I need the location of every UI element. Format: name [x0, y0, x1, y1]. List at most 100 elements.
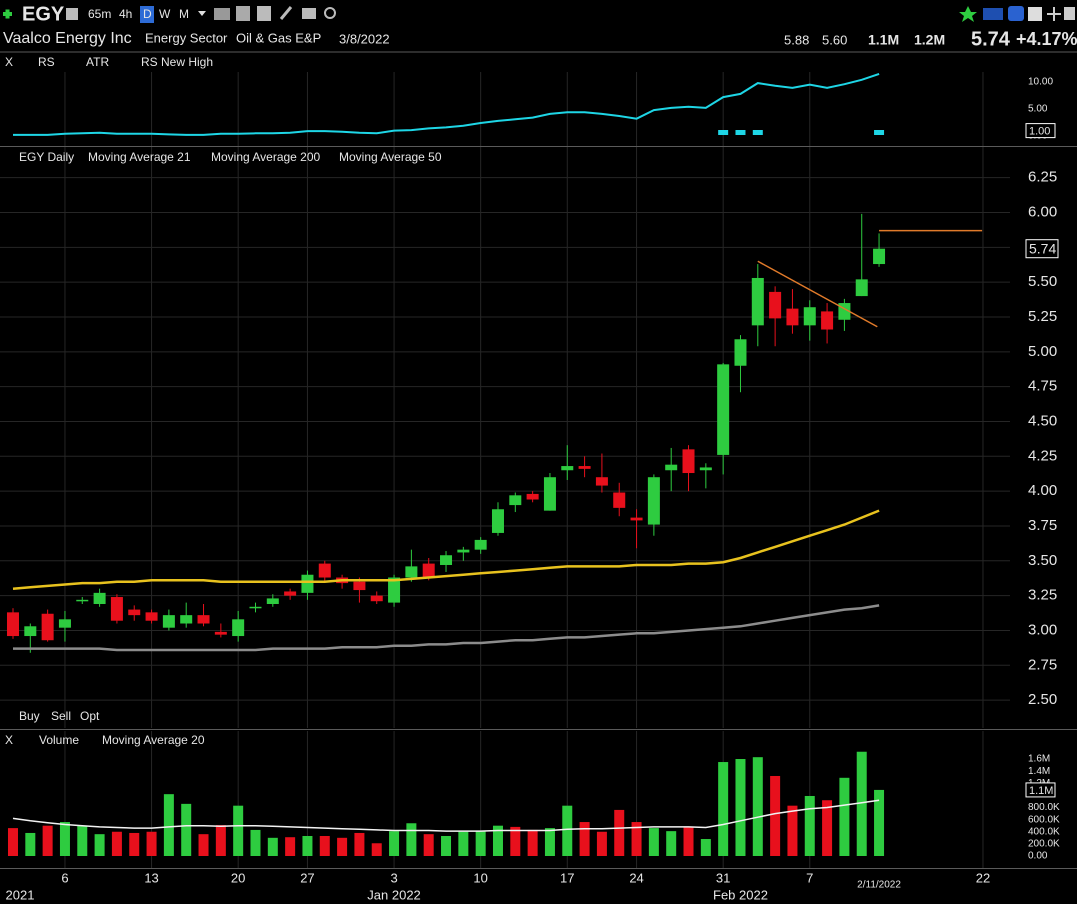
candle-body	[197, 615, 210, 624]
toolbar: EGY 65m 4h D W M	[3, 3, 1075, 25]
y-tick-label: 4.00	[1028, 482, 1057, 499]
icon[interactable]	[1028, 7, 1042, 21]
new-high-marker	[752, 130, 763, 135]
interval[interactable]: D	[143, 7, 152, 21]
x-tick-label: 13	[144, 870, 158, 885]
volume-bar	[7, 828, 18, 856]
candle-body	[162, 615, 175, 628]
volume-bar	[596, 831, 607, 856]
volume-bar	[163, 794, 174, 856]
candle-body	[769, 291, 782, 319]
interval[interactable]: W	[159, 7, 171, 21]
interval[interactable]: M	[179, 7, 189, 21]
x-month-label: Jan 2022	[367, 887, 421, 902]
add-icon[interactable]	[3, 9, 12, 19]
y-tick-label: 3.75	[1028, 517, 1057, 534]
volume-bar	[337, 837, 348, 856]
symbol[interactable]: EGY	[22, 3, 65, 25]
volume-bar	[129, 832, 140, 856]
y-tick-label: 400.0K	[1028, 826, 1060, 837]
x-tick-label: 20	[231, 870, 245, 885]
legend-item: Volume	[39, 733, 79, 747]
cursor-date: 2/11/2022	[857, 880, 901, 891]
last-value-label: 1.00	[1029, 126, 1050, 138]
volume-bar	[25, 832, 36, 856]
candle-body	[93, 592, 106, 604]
icon[interactable]	[236, 6, 250, 21]
new-high-marker	[874, 130, 885, 135]
x-tick-label: 22	[976, 870, 990, 885]
icon[interactable]	[66, 8, 78, 20]
volume-bar	[562, 805, 573, 856]
candle-body	[613, 492, 626, 508]
candle-body	[422, 563, 435, 578]
volume-bar	[683, 826, 694, 856]
x-month-label: Feb 2022	[713, 887, 768, 902]
close-button[interactable]: X	[5, 733, 13, 747]
candle-body	[682, 449, 695, 474]
last-value-label: 1.1M	[1029, 785, 1053, 797]
y-tick-label: 200.0K	[1028, 839, 1060, 850]
y-tick-label: 1.4M	[1028, 766, 1050, 777]
candle-body	[457, 549, 470, 553]
opt-button[interactable]: Opt	[80, 709, 100, 723]
x-tick-label: 3	[390, 870, 397, 885]
legend-item: EGY Daily	[19, 150, 74, 164]
volume-bar	[718, 762, 729, 856]
close-button[interactable]: X	[5, 55, 13, 69]
candle-body	[110, 597, 123, 621]
icon[interactable]	[279, 6, 293, 20]
new-high-marker	[735, 130, 746, 135]
x-month-label: 2021	[6, 887, 35, 902]
icon[interactable]	[1008, 6, 1024, 21]
candle-body	[821, 311, 834, 330]
y-tick-label: 1.6M	[1028, 754, 1050, 765]
y-tick-label: 6.25	[1028, 169, 1057, 186]
interval[interactable]: 4h	[119, 7, 132, 21]
candle-body	[647, 477, 660, 525]
y-tick-label: 0.00	[1028, 851, 1048, 862]
sell-button[interactable]: Sell	[51, 709, 71, 723]
volume-bar	[822, 800, 833, 856]
icon[interactable]	[983, 8, 1003, 20]
interval[interactable]: 65m	[88, 7, 111, 21]
sector: Energy Sector	[145, 30, 228, 45]
volume-bar	[267, 837, 278, 856]
candle-body	[266, 598, 279, 604]
icon[interactable]	[1047, 7, 1061, 21]
y-tick-label: 2.50	[1028, 691, 1057, 708]
buy-button[interactable]: Buy	[19, 709, 40, 723]
icon[interactable]	[214, 8, 230, 20]
candle-body	[491, 509, 504, 533]
line	[13, 604, 880, 652]
volume-bar	[215, 825, 226, 856]
candle-body	[76, 599, 89, 602]
volume-bar	[319, 835, 330, 856]
icon[interactable]	[324, 7, 336, 19]
icon[interactable]	[257, 6, 271, 21]
candle-body	[284, 591, 297, 596]
y-tick-label: 10.00	[1028, 77, 1053, 88]
candle-body	[855, 279, 868, 297]
legend-item: Moving Average 200	[211, 150, 321, 164]
candle-body	[6, 612, 19, 637]
candle-body	[214, 631, 227, 635]
volume-bar	[458, 831, 469, 856]
volume-bar	[839, 777, 850, 856]
dropdown[interactable]	[198, 11, 206, 16]
star[interactable]	[959, 6, 977, 22]
last-value-box	[1025, 782, 1056, 798]
candle-body	[145, 612, 158, 621]
volume-bar	[389, 831, 400, 856]
candle-body	[751, 277, 764, 326]
volume-bar	[146, 831, 157, 856]
volume-bar	[285, 837, 296, 856]
candle-body	[561, 466, 574, 471]
volume-bar	[250, 829, 261, 856]
icon[interactable]	[302, 8, 316, 19]
icon[interactable]	[1064, 7, 1075, 20]
candle-body	[665, 464, 678, 471]
last-value-box	[1025, 239, 1059, 259]
new-high-marker	[718, 130, 729, 135]
industry: Oil & Gas E&P	[236, 30, 321, 45]
